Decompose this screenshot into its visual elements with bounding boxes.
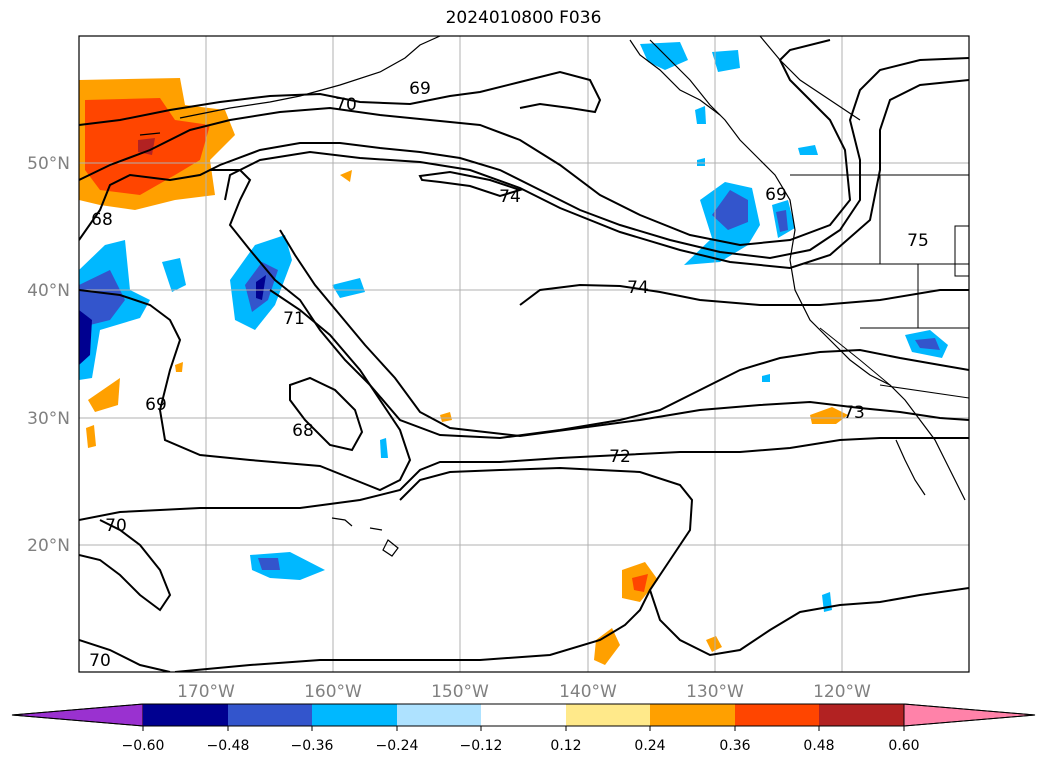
lon-label: 130°W [686,682,744,702]
contour-label: 73 [843,403,865,423]
colorbar-labels: −0.60 −0.48 −0.36 −0.24 −0.12 0.12 0.24 … [122,738,920,754]
contour-label: 69 [145,395,167,415]
contour-label: 74 [499,187,521,207]
colorbar: −0.60 −0.48 −0.36 −0.24 −0.12 0.12 0.24 … [11,703,1036,754]
lat-label: 40°N [27,281,70,301]
colorbar-swatch [143,704,228,726]
map-title: 2024010800 F036 [445,8,602,28]
contour-label: 70 [89,651,111,671]
warm-anomaly-patches [79,78,848,665]
contour-label: 68 [292,421,314,441]
colorbar-label: 0.48 [803,738,834,754]
colorbar-label: −0.48 [207,738,250,754]
colorbar-swatch [228,704,312,726]
lon-label: 160°W [304,682,362,702]
lat-label: 50°N [27,154,70,174]
coastlines [139,36,966,557]
colorbar-swatch [735,704,819,726]
contour-label: 69 [409,79,431,99]
contour-label: 72 [609,447,631,467]
colorbar-label: 0.36 [719,738,750,754]
colorbar-extend-high [903,703,1036,727]
lon-label: 150°W [431,682,489,702]
lon-label: 120°W [813,682,871,702]
latitude-labels: 50°N 40°N 30°N 20°N [27,154,70,556]
colorbar-label: −0.60 [122,738,165,754]
colorbar-label: 0.60 [888,738,919,754]
contour-label: 70 [335,95,357,115]
lon-label: 170°W [177,682,235,702]
height-contours [79,39,969,672]
lat-label: 20°N [27,536,70,556]
contour-label: 74 [627,278,649,298]
colorbar-swatch [819,704,904,726]
colorbar-label: −0.36 [291,738,334,754]
colorbar-label: 0.12 [550,738,581,754]
colorbar-swatch [397,704,481,726]
contour-label: 70 [105,516,127,536]
colorbar-swatch [650,704,735,726]
longitude-labels: 170°W 160°W 150°W 140°W 130°W 120°W [177,682,871,702]
map-frame [78,35,970,673]
contour-label: 69 [765,185,787,205]
lon-label: 140°W [559,682,617,702]
colorbar-label: 0.24 [634,738,665,754]
colorbar-swatch [312,704,397,726]
contour-label: 68 [91,210,113,230]
contour-labels: 70 69 74 68 71 69 75 74 68 69 73 72 70 7… [89,79,929,671]
contour-label: 71 [283,309,305,329]
colorbar-ticks [142,726,905,731]
lat-label: 30°N [27,409,70,429]
colorbar-swatch [481,704,566,726]
colorbar-extend-low [11,703,144,727]
colorbar-label: −0.12 [460,738,503,754]
colorbar-swatch [566,704,650,726]
contour-label: 75 [907,231,929,251]
colorbar-label: −0.24 [376,738,419,754]
map-area: 70 69 74 68 71 69 75 74 68 69 73 72 70 7… [79,36,969,672]
